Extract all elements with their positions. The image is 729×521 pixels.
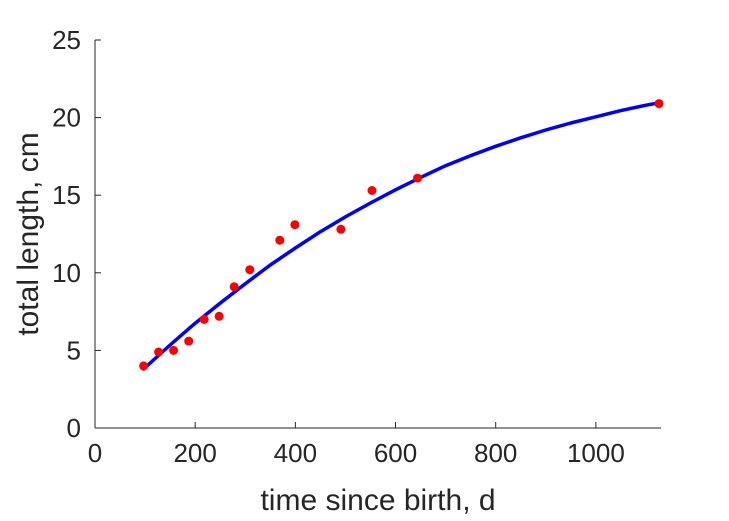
data-point: [169, 345, 179, 355]
data-point: [413, 173, 423, 183]
data-point: [139, 361, 149, 371]
data-point: [367, 186, 377, 195]
data-point: [154, 347, 164, 357]
y-tick-label: 15: [52, 180, 81, 210]
x-tick-label: 200: [173, 438, 216, 468]
data-point: [654, 99, 664, 109]
plot-background: [95, 40, 661, 428]
data-point: [290, 220, 300, 230]
x-tick-label: 400: [274, 438, 317, 468]
data-point: [275, 235, 285, 245]
x-tick-label: 600: [374, 438, 417, 468]
series-layer: [139, 99, 664, 371]
y-tick-label: 0: [67, 413, 81, 443]
x-tick-label: 0: [88, 438, 102, 468]
x-tick-label: 1000: [567, 438, 625, 468]
y-axis-label: total length, cm: [12, 132, 45, 335]
data-point: [336, 224, 346, 234]
y-tick-label: 5: [67, 335, 81, 365]
data-point: [214, 311, 224, 321]
data-point: [229, 282, 239, 292]
data-point: [245, 265, 255, 275]
x-ticks: 0 200 400 600 800 1000: [88, 422, 625, 468]
x-axis-label: time since birth, d: [260, 484, 495, 517]
y-tick-label: 10: [52, 258, 81, 288]
x-tick-label: 800: [474, 438, 517, 468]
plot-area: [94, 40, 661, 429]
fit-curve-line: [141, 101, 661, 371]
y-tick-label: 25: [52, 25, 81, 55]
data-point: [184, 336, 194, 346]
data-point: [199, 314, 209, 324]
y-ticks: 0 5 10 15 20 25: [52, 25, 101, 443]
y-tick-label: 20: [52, 103, 81, 133]
